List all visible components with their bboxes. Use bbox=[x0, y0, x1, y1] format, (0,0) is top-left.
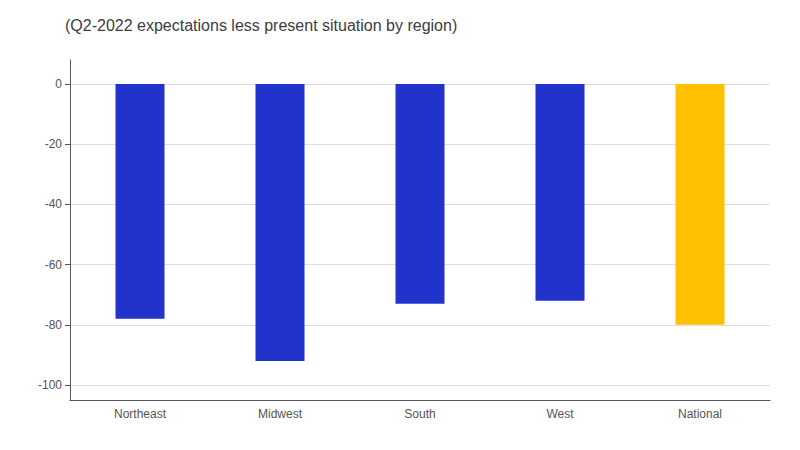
svg-text:-80: -80 bbox=[45, 318, 63, 332]
svg-text:0: 0 bbox=[55, 77, 62, 91]
svg-text:National: National bbox=[678, 407, 722, 421]
svg-text:Midwest: Midwest bbox=[258, 407, 303, 421]
svg-text:(Q2-2022 expectations less pre: (Q2-2022 expectations less present situa… bbox=[65, 17, 457, 34]
svg-text:-60: -60 bbox=[45, 258, 63, 272]
svg-text:-20: -20 bbox=[45, 137, 63, 151]
svg-text:Northeast: Northeast bbox=[114, 407, 167, 421]
svg-text:South: South bbox=[404, 407, 435, 421]
svg-text:-100: -100 bbox=[38, 378, 62, 392]
svg-text:West: West bbox=[546, 407, 574, 421]
svg-text:-40: -40 bbox=[45, 197, 63, 211]
